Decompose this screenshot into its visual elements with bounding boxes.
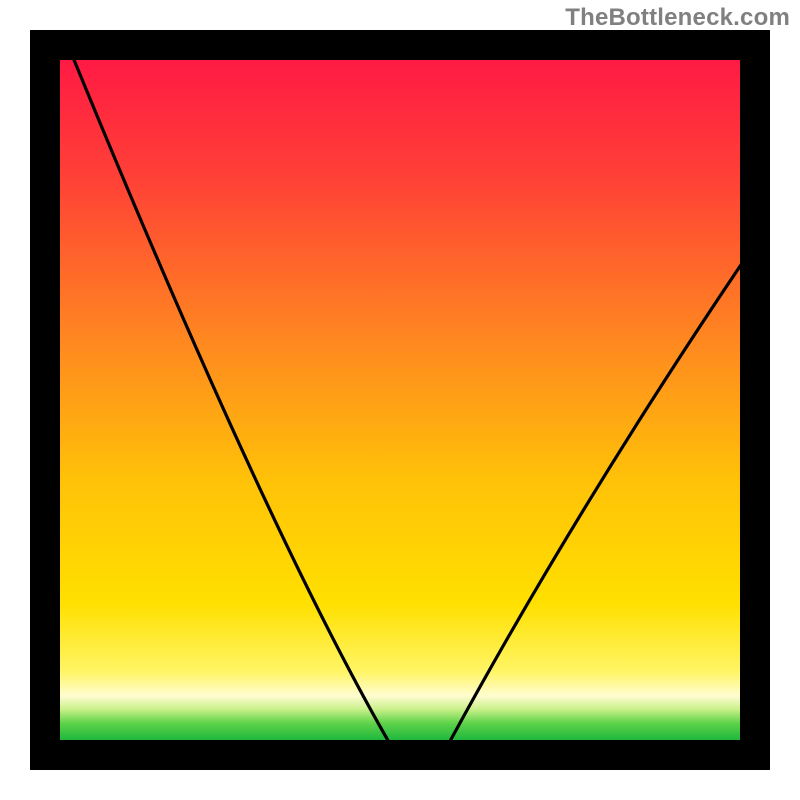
- chart-frame: { "watermark": { "text": "TheBottleneck.…: [0, 0, 800, 800]
- watermark-text: TheBottleneck.com: [565, 4, 790, 32]
- watermark-label: TheBottleneck.com: [565, 4, 790, 31]
- gradient-background: [60, 60, 740, 740]
- chart-svg: [0, 0, 800, 800]
